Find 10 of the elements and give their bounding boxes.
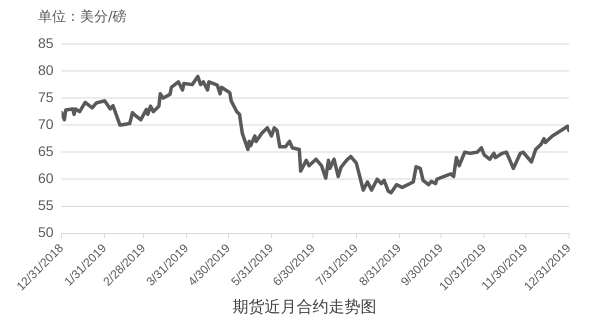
y-tick-label: 60 [38,170,54,186]
y-tick-label: 55 [38,197,54,214]
y-tick-label: 70 [38,116,54,132]
y-tick-label: 75 [38,88,54,105]
y-tick-label: 65 [38,143,54,160]
y-tick-label: 85 [38,34,54,51]
y-axis-title: 单位：美分/磅 [38,8,127,26]
y-tick-label: 50 [38,224,54,240]
text: 期货近月合约走势图 [232,297,378,318]
y-tick-label: 80 [38,62,54,78]
